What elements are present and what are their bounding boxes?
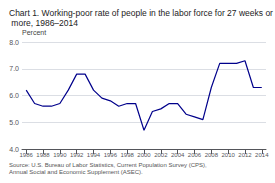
svg-text:2000: 2000 [137, 152, 151, 158]
svg-text:8.0: 8.0 [9, 39, 19, 46]
svg-text:4.0: 4.0 [9, 146, 19, 153]
svg-text:2008: 2008 [205, 152, 219, 158]
svg-text:Percent: Percent [22, 29, 46, 36]
svg-text:7.0: 7.0 [9, 65, 19, 72]
svg-text:1992: 1992 [70, 152, 84, 158]
svg-text:2006: 2006 [188, 152, 202, 158]
svg-text:2014: 2014 [255, 152, 269, 158]
svg-text:2010: 2010 [221, 152, 235, 158]
svg-text:1986: 1986 [20, 152, 34, 158]
svg-text:5.0: 5.0 [9, 119, 19, 126]
svg-text:6.0: 6.0 [9, 92, 19, 99]
svg-text:1996: 1996 [104, 152, 118, 158]
svg-text:1988: 1988 [36, 152, 50, 158]
svg-text:Annual Social and Economic Sup: Annual Social and Economic Supplement (A… [9, 169, 143, 175]
svg-text:2002: 2002 [154, 152, 168, 158]
svg-text:more, 1986–2014: more, 1986–2014 [9, 18, 78, 28]
svg-text:Source: U.S. Bureau of Labor S: Source: U.S. Bureau of Labor Statistics,… [9, 162, 208, 168]
svg-text:2004: 2004 [171, 152, 185, 158]
svg-text:2012: 2012 [238, 152, 252, 158]
svg-text:1990: 1990 [53, 152, 67, 158]
svg-text:1998: 1998 [120, 152, 134, 158]
svg-text:1994: 1994 [87, 152, 101, 158]
svg-text:Chart 1. Working-poor rate of: Chart 1. Working-poor rate of people in … [9, 8, 273, 18]
